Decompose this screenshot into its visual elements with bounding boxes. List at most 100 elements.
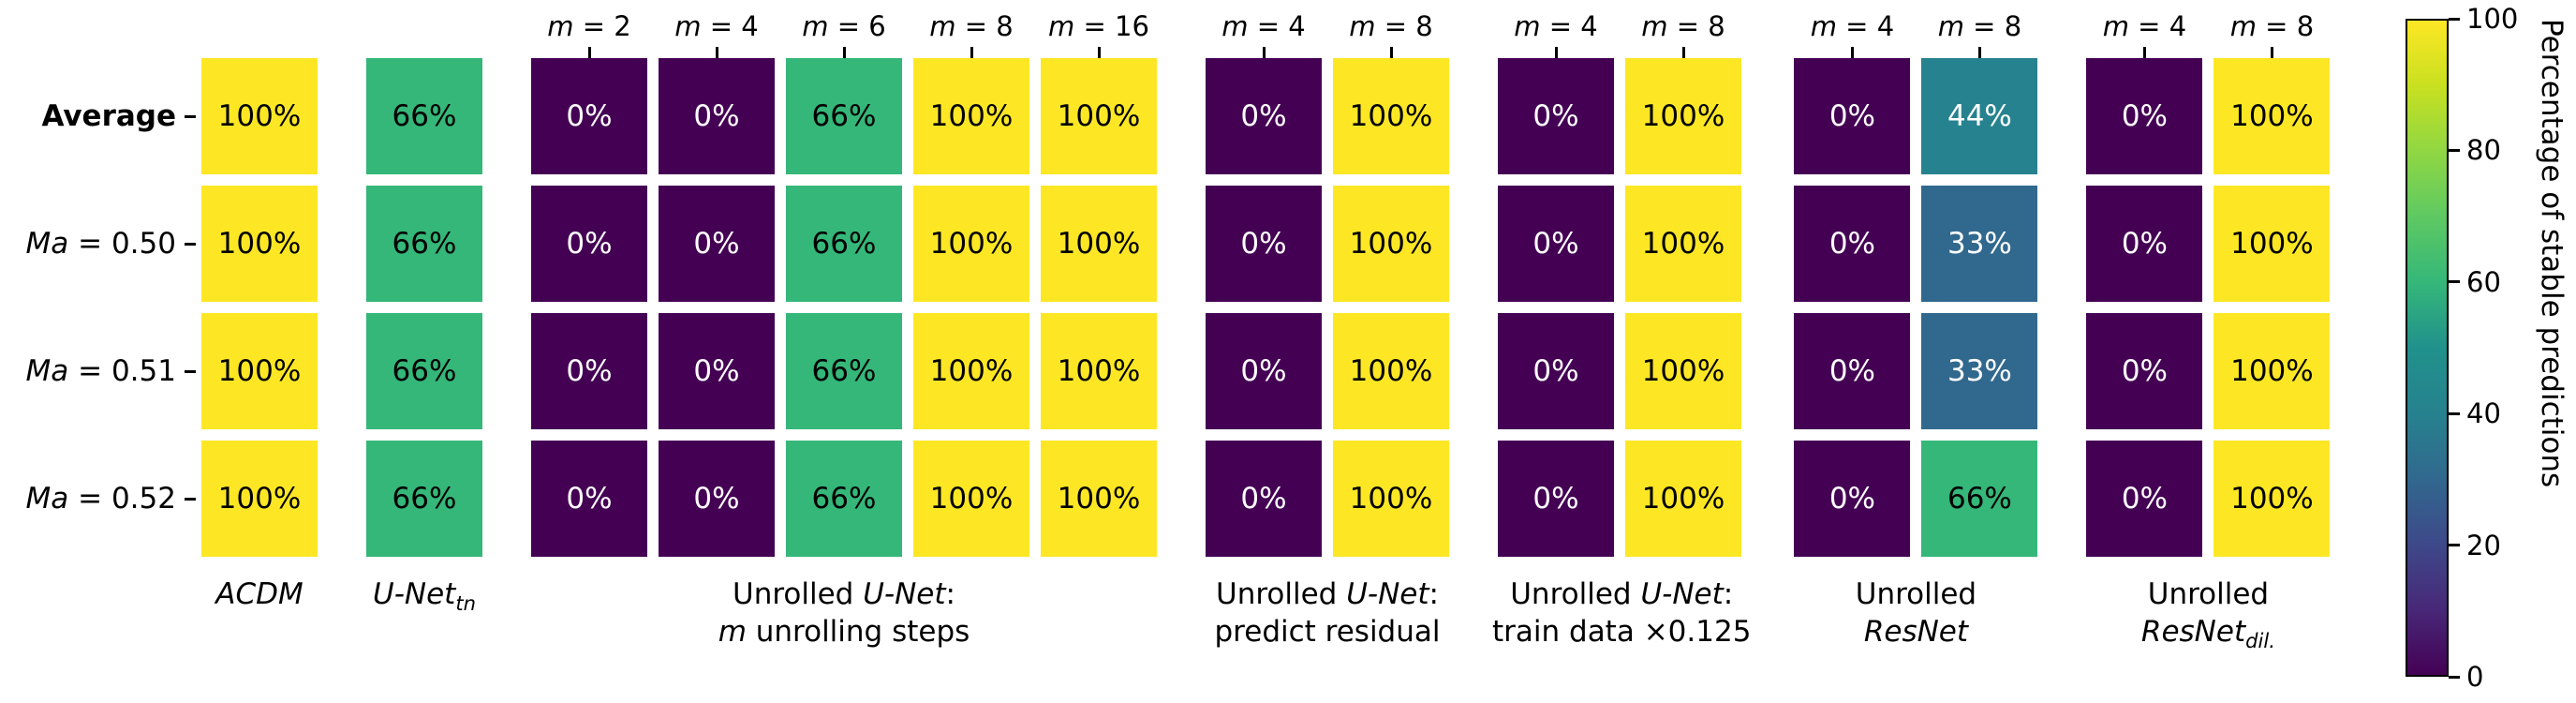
heatmap-cell: 100% <box>2213 186 2331 302</box>
row-tick <box>185 369 196 373</box>
column-header: m = 8 <box>2208 0 2335 58</box>
text-segment: = 0.52 <box>68 482 176 516</box>
heatmap-cell: 0% <box>2086 441 2203 557</box>
heatmap-row: 0% 100% <box>2080 313 2335 429</box>
heatmap-row: 100% <box>196 313 323 429</box>
heatmap-cell: 66% <box>786 441 902 557</box>
column-tick-mark <box>842 47 846 58</box>
text-segment: = 6 <box>828 10 886 42</box>
heatmap-cell: 66% <box>786 186 902 302</box>
heatmap-cell: 100% <box>1333 58 1449 174</box>
column-tick-mark <box>2270 47 2273 58</box>
column-headers <box>361 0 488 58</box>
heatmap-cell: 100% <box>1041 186 1157 302</box>
column-tick-mark <box>1554 47 1558 58</box>
heatmap-row: 0% 100% <box>1492 186 1751 302</box>
text-segment: m <box>718 615 747 650</box>
text-segment: = 4 <box>1248 10 1306 42</box>
heatmap-cell: 100% <box>201 58 318 174</box>
colorbar-tick-label: 0 <box>2466 661 2484 693</box>
column-tick-mark <box>1977 47 1981 58</box>
group-label-line: Unrolled U-Net: <box>1200 576 1455 613</box>
group-label-acdm: ACDM <box>196 576 323 613</box>
heatmap-cell: 33% <box>1921 313 2038 429</box>
text-segment: m <box>2229 10 2257 42</box>
colorbar-tick-mark <box>2449 675 2460 679</box>
text-segment: m <box>2102 10 2129 42</box>
heatmap-cell: 0% <box>659 186 775 302</box>
heatmap-row: 100% <box>196 186 323 302</box>
group-label-line: train data ×0.125 <box>1492 613 1751 651</box>
heatmap-cell: 44% <box>1921 58 2038 174</box>
column-header <box>196 0 323 58</box>
colorbar-tick: 60 <box>2449 266 2501 298</box>
group-label-line: Unrolled <box>2080 576 2335 613</box>
text-segment: = 0.50 <box>68 227 176 261</box>
group-label-unrolled-unet-steps: Unrolled U-Net: m unrolling steps <box>526 576 1162 651</box>
heatmap-cell: 100% <box>913 313 1029 429</box>
group-label-line: ResNetdil. <box>2080 613 2335 654</box>
group-label-line: ResNet <box>1788 613 2043 651</box>
heatmap-cell: 66% <box>786 313 902 429</box>
heatmap-cell: 0% <box>1206 441 1322 557</box>
heatmap-cell: 0% <box>2086 313 2203 429</box>
colorbar-area: 0 20 40 60 80 100 Percentage of stable predic… <box>2406 0 2569 693</box>
heatmap-cell: 100% <box>201 441 318 557</box>
heatmap-cell: 0% <box>531 313 647 429</box>
column-header-text: m = 8 <box>1938 10 2021 42</box>
text-segment: m <box>674 10 702 42</box>
heatmap-cell: 100% <box>1333 441 1449 557</box>
heatmap-row: 0% 100% <box>1492 313 1751 429</box>
heatmap-cell: 100% <box>1625 58 1741 174</box>
row-label-text: Ma = 0.50 <box>26 227 176 261</box>
heatmap-row: 0% 0% 66% 100% 100% <box>526 441 1162 557</box>
text-segment: Ma <box>25 227 69 261</box>
colorbar-tick: 80 <box>2449 134 2501 166</box>
heatmap-row: 0% 44% <box>1788 58 2043 174</box>
heatmap-row: 0% 100% <box>2080 186 2335 302</box>
heatmap-cell: 66% <box>366 313 482 429</box>
group-label-unrolled-resnet-dil: Unrolled ResNetdil. <box>2080 576 2335 654</box>
column-headers: m = 4 m = 8 <box>1788 0 2043 58</box>
row-label-ma-0-51: Ma = 0.51 <box>13 313 196 429</box>
heatmap-groups: 100% 100% 100% 100% ACDM 66% 66% 66% 66% U-Nettn m… <box>196 0 2373 654</box>
column-header <box>361 0 488 58</box>
text-segment: Unrolled <box>733 577 864 611</box>
heatmap-cell: 0% <box>1794 313 1911 429</box>
column-header-text: m = 4 <box>1811 10 1894 42</box>
heatmap-cell: 100% <box>913 58 1029 174</box>
text-segment: = 8 <box>1667 10 1725 42</box>
group-label-unet-tn: U-Nettn <box>361 576 488 617</box>
colorbar-tick: 100 <box>2449 3 2518 35</box>
text-segment: : <box>1429 577 1439 611</box>
heatmap-cell: 0% <box>531 58 647 174</box>
column-header: m = 4 <box>2080 0 2208 58</box>
heatmap-row: 0% 33% <box>1788 313 2043 429</box>
colorbar-tick-mark <box>2449 411 2460 415</box>
heatmap-cell: 100% <box>1625 313 1741 429</box>
heatmap-row: 0% 0% 66% 100% 100% <box>526 186 1162 302</box>
column-tick-mark <box>2142 47 2146 58</box>
text-segment: tn <box>455 591 476 616</box>
text-segment: m <box>547 10 574 42</box>
group-label-line: Unrolled U-Net: <box>1492 576 1751 613</box>
heatmap-cell: 100% <box>1625 186 1741 302</box>
column-headers: m = 4 m = 8 <box>1200 0 1455 58</box>
text-segment: m <box>1221 10 1249 42</box>
heatmap-row: 66% <box>361 186 488 302</box>
row-label-text: Average <box>41 99 176 133</box>
column-header: m = 6 <box>780 0 908 58</box>
heatmap-cell: 0% <box>1498 441 1614 557</box>
column-header: m = 8 <box>1327 0 1455 58</box>
column-header: m = 2 <box>526 0 653 58</box>
colorbar-tick-mark <box>2449 544 2460 547</box>
heatmap-cell: 0% <box>659 58 775 174</box>
heatmap-row: 0% 100% <box>1200 58 1455 174</box>
text-segment: m <box>929 10 956 42</box>
